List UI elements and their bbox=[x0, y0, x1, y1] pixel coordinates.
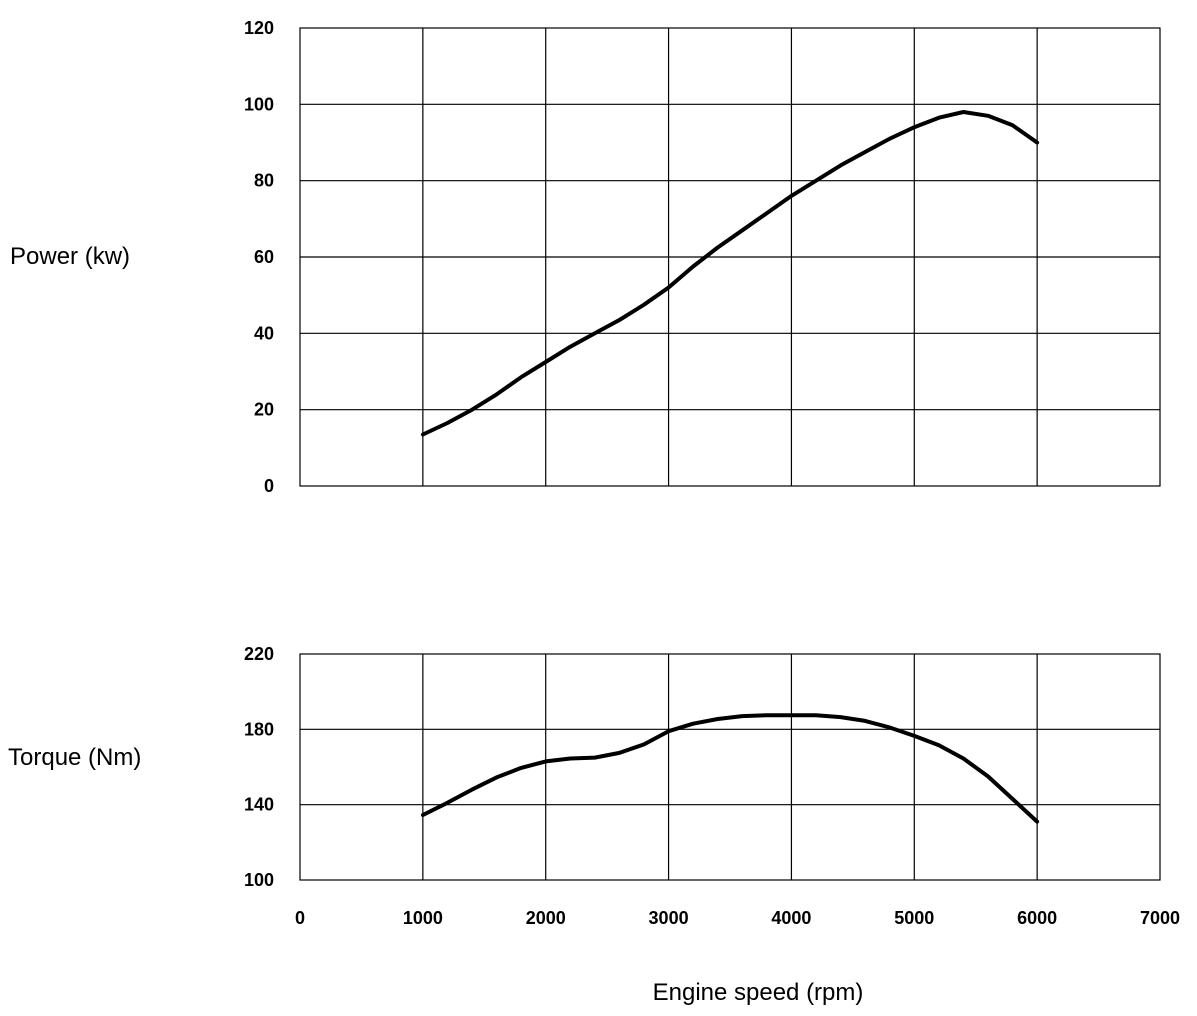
torque-xtick-label: 4000 bbox=[771, 908, 811, 928]
torque-axis-title: Torque (Nm) bbox=[8, 744, 141, 771]
power-axis-title: Power (kw) bbox=[10, 243, 130, 270]
torque-xtick-label: 7000 bbox=[1140, 908, 1180, 928]
power-ytick-label: 120 bbox=[244, 18, 274, 38]
power-ytick-label: 20 bbox=[254, 400, 274, 420]
power-ytick-label: 60 bbox=[254, 247, 274, 267]
power-plot-frame bbox=[299, 27, 1161, 487]
power-chart: 0 20 40 60 80 100 120 bbox=[244, 18, 1161, 496]
engine-speed-axis-title: Engine speed (rpm) bbox=[653, 979, 864, 1006]
torque-ytick-label: 180 bbox=[244, 719, 274, 739]
torque-xtick-label: 5000 bbox=[894, 908, 934, 928]
power-ytick-label: 80 bbox=[254, 171, 274, 191]
power-ytick-label: 40 bbox=[254, 323, 274, 343]
power-ytick-label: 0 bbox=[264, 476, 274, 496]
torque-xtick-label: 1000 bbox=[403, 908, 443, 928]
power-ytick-label: 100 bbox=[244, 94, 274, 114]
torque-xtick-label: 6000 bbox=[1017, 908, 1057, 928]
power-curve bbox=[420, 110, 1040, 437]
torque-ytick-label: 100 bbox=[244, 870, 274, 890]
torque-curve bbox=[420, 713, 1040, 824]
torque-ytick-label: 140 bbox=[244, 795, 274, 815]
torque-xtick-label: 3000 bbox=[649, 908, 689, 928]
torque-chart: 100 140 180 220 0 1000 2000 3000 4000 5000 6000 700… bbox=[244, 644, 1180, 928]
torque-xtick-label: 2000 bbox=[526, 908, 566, 928]
torque-ytick-label: 220 bbox=[244, 644, 274, 664]
torque-xtick-label: 0 bbox=[295, 908, 305, 928]
torque-plot-frame bbox=[299, 653, 1161, 881]
